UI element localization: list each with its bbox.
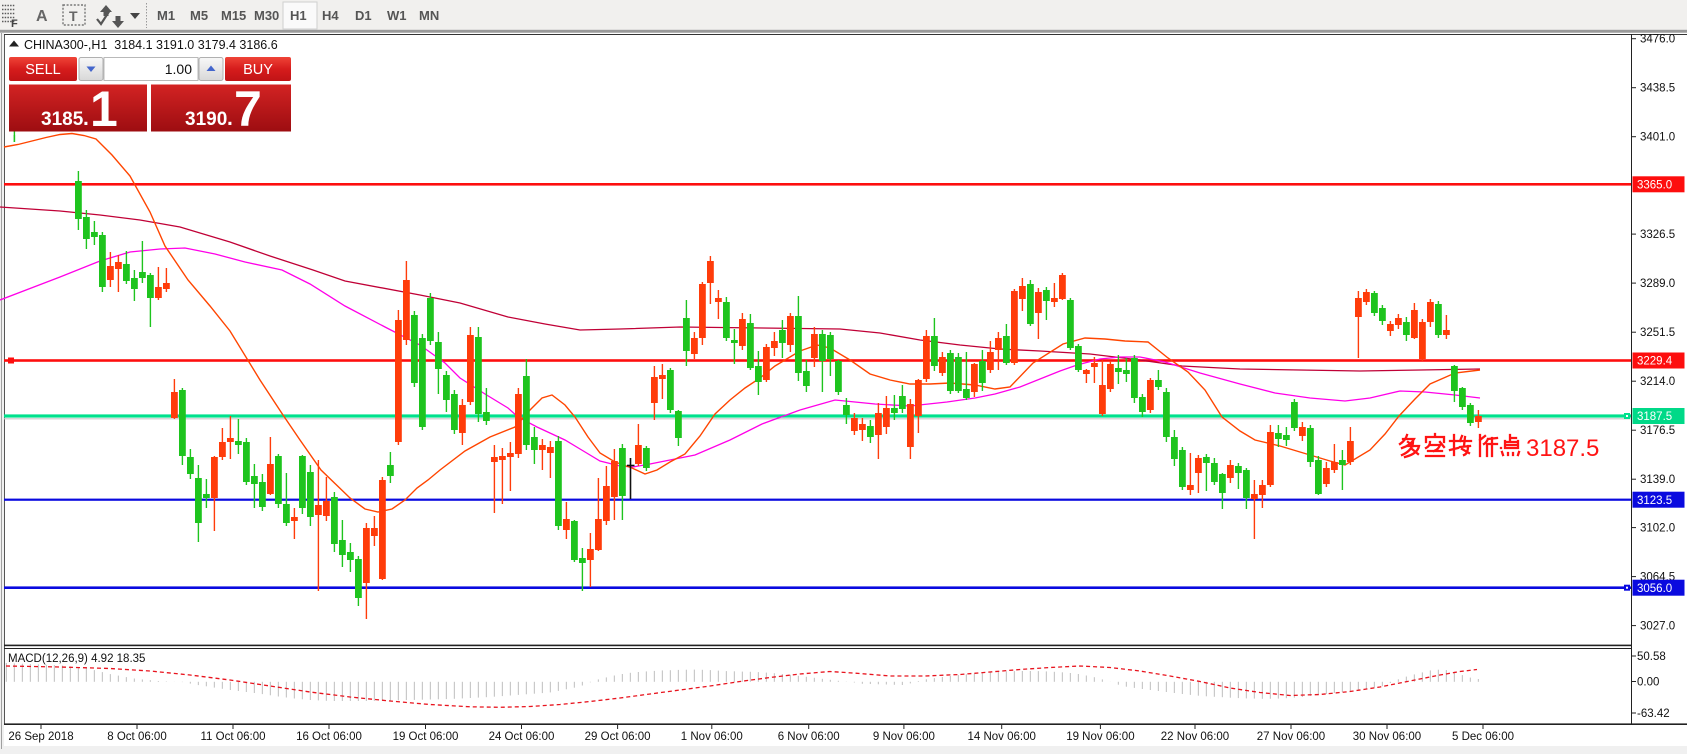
svg-text:22 Nov 06:00: 22 Nov 06:00 (1161, 731, 1229, 743)
svg-text:.: . (83, 107, 89, 130)
svg-text:.: . (227, 107, 233, 130)
svg-text:M30: M30 (254, 8, 279, 23)
svg-text:H1: H1 (290, 8, 307, 23)
svg-text:H4: H4 (322, 8, 339, 23)
svg-text:3476.0: 3476.0 (1640, 34, 1675, 46)
svg-text:27 Nov 06:00: 27 Nov 06:00 (1257, 731, 1325, 743)
svg-text:MN: MN (419, 8, 439, 23)
svg-text:26 Sep 2018: 26 Sep 2018 (8, 731, 73, 743)
svg-text:29 Oct 06:00: 29 Oct 06:00 (585, 731, 651, 743)
svg-text:BUY: BUY (243, 62, 273, 78)
svg-text:6 Nov 06:00: 6 Nov 06:00 (778, 731, 840, 743)
svg-text:M5: M5 (190, 8, 208, 23)
svg-text:11 Oct 06:00: 11 Oct 06:00 (201, 731, 266, 743)
svg-text:3365.0: 3365.0 (1637, 180, 1672, 192)
svg-text:3102.0: 3102.0 (1640, 523, 1675, 535)
svg-text:3187.5: 3187.5 (1637, 411, 1672, 423)
svg-text:3027.0: 3027.0 (1640, 621, 1675, 633)
svg-text:3401.0: 3401.0 (1640, 132, 1675, 144)
svg-text:7: 7 (234, 81, 262, 137)
svg-text:-63.42: -63.42 (1637, 708, 1670, 720)
svg-text:3123.5: 3123.5 (1637, 495, 1672, 507)
svg-text:3187.5: 3187.5 (1526, 435, 1599, 462)
svg-text:3229.4: 3229.4 (1637, 356, 1673, 368)
svg-text:A: A (36, 8, 48, 25)
svg-text:19 Nov 06:00: 19 Nov 06:00 (1066, 731, 1134, 743)
svg-text:3139.0: 3139.0 (1640, 474, 1675, 486)
svg-text:CHINA300-,H1 3184.1 3191.0 31: CHINA300-,H1 3184.1 3191.0 3179.4 3186.6 (24, 38, 278, 52)
svg-text:M15: M15 (221, 8, 246, 23)
svg-text:3214.0: 3214.0 (1640, 376, 1675, 388)
svg-text:16 Oct 06:00: 16 Oct 06:00 (296, 731, 362, 743)
svg-text:19 Oct 06:00: 19 Oct 06:00 (393, 731, 459, 743)
svg-text:8 Oct 06:00: 8 Oct 06:00 (107, 731, 166, 743)
svg-text:1 Nov 06:00: 1 Nov 06:00 (681, 731, 743, 743)
svg-text:MACD(12,26,9) 4.92 18.35: MACD(12,26,9) 4.92 18.35 (8, 653, 145, 665)
svg-text:3190: 3190 (185, 109, 227, 130)
svg-text:3056.0: 3056.0 (1637, 583, 1672, 595)
svg-text:14 Nov 06:00: 14 Nov 06:00 (967, 731, 1035, 743)
svg-text:0.00: 0.00 (1637, 677, 1659, 689)
svg-text:1.00: 1.00 (165, 61, 192, 77)
svg-text:3251.5: 3251.5 (1640, 327, 1675, 339)
svg-text:9 Nov 06:00: 9 Nov 06:00 (873, 731, 935, 743)
svg-text:24 Oct 06:00: 24 Oct 06:00 (489, 731, 555, 743)
svg-text:3176.5: 3176.5 (1640, 425, 1675, 437)
svg-text:50.58: 50.58 (1637, 651, 1666, 663)
svg-text:1: 1 (90, 81, 118, 137)
svg-text:3438.5: 3438.5 (1640, 83, 1675, 95)
svg-text:3185: 3185 (41, 109, 84, 130)
svg-text:5 Dec 06:00: 5 Dec 06:00 (1452, 731, 1514, 743)
svg-text:SELL: SELL (25, 62, 60, 78)
svg-text:M1: M1 (157, 8, 175, 23)
svg-text:30 Nov 06:00: 30 Nov 06:00 (1353, 731, 1421, 743)
svg-text:F: F (11, 18, 18, 30)
svg-text:3289.0: 3289.0 (1640, 278, 1675, 290)
svg-text:D1: D1 (355, 8, 372, 23)
svg-text:3326.5: 3326.5 (1640, 229, 1675, 241)
svg-text:T: T (69, 8, 78, 24)
svg-text:W1: W1 (387, 8, 407, 23)
